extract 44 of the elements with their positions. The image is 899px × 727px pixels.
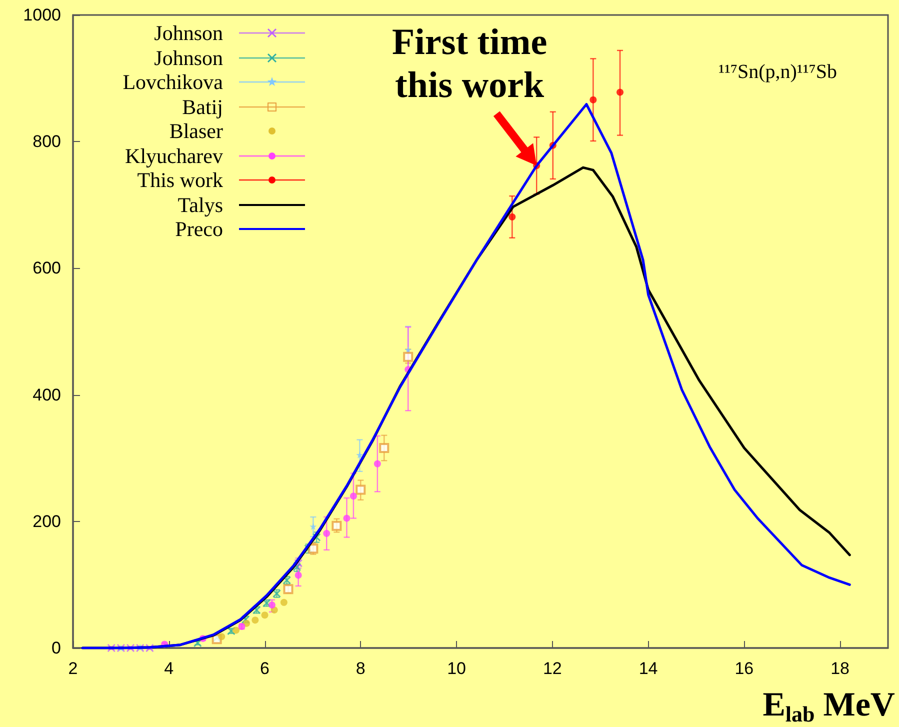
annotation: ¹¹⁷Sn(p,n)¹¹⁷Sb [718, 61, 838, 83]
point [332, 520, 342, 531]
legend-label: Preco [174, 217, 223, 242]
y-tick-label: 600 [32, 258, 61, 278]
point [280, 598, 288, 606]
point [218, 633, 226, 640]
x-tick-label: 12 [542, 659, 562, 678]
legend-label: Johnson [153, 46, 223, 70]
point [343, 514, 350, 522]
legend-label: Johnson [153, 21, 223, 46]
x-tick-label: 18 [830, 659, 850, 678]
x-tick-label: 6 [260, 659, 270, 678]
point [616, 88, 624, 96]
legend-label: Lovchikova [122, 70, 223, 94]
point [193, 638, 202, 648]
legend-label: This work [136, 168, 223, 192]
y-tick-label: 1000 [23, 6, 61, 24]
legend-label: Blaser [168, 119, 223, 144]
y-tick-label: 800 [32, 132, 61, 152]
point [403, 352, 414, 362]
legend-label: Batij [181, 94, 223, 119]
x-tick-label: 4 [164, 659, 174, 678]
y-tick-label: 400 [32, 385, 61, 404]
point [356, 484, 366, 495]
x-tick-label: 10 [447, 659, 466, 678]
point [356, 451, 364, 458]
annotation: First time this work [391, 20, 548, 107]
point [323, 530, 330, 537]
point [261, 612, 268, 619]
x-tick-label: 2 [68, 659, 78, 678]
point [508, 213, 516, 220]
point [374, 460, 381, 468]
x-tick-label: 16 [734, 659, 754, 678]
point [252, 616, 259, 624]
point [379, 442, 390, 453]
y-tick-label: 200 [32, 512, 61, 531]
legend-label: Talys [176, 192, 223, 217]
y-tick-label: 0 [52, 638, 61, 658]
legend-label: Klyucharev [124, 144, 223, 168]
point [350, 492, 357, 500]
x-tick-label: 14 [638, 659, 658, 678]
x-tick-label: 8 [356, 659, 366, 678]
point [310, 522, 317, 530]
point [590, 96, 597, 104]
